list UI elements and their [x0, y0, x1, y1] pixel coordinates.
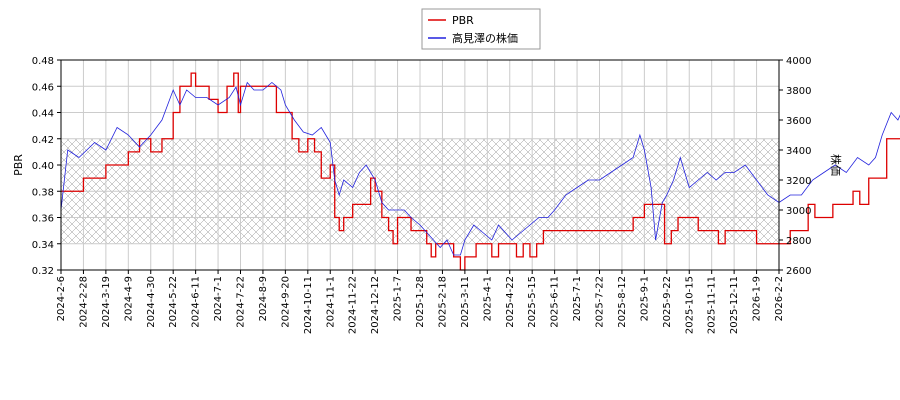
y-right-tick-label: 3400	[786, 146, 811, 157]
x-tick-label: 2024-7-1	[213, 276, 224, 321]
x-tick-label: 2024-11-22	[348, 276, 359, 334]
y-left-tick-label: 0.42	[32, 135, 54, 146]
x-tick-label: 2024-5-22	[168, 276, 179, 328]
y-left-tick-label: 0.38	[32, 187, 54, 198]
x-tick-label: 2025-12-11	[729, 276, 740, 334]
y-axis-left: 0.32 0.34 0.36 0.38 0.40 0.42 0.44 0.46 0.48	[32, 56, 61, 277]
x-tick-label: 2026-1-9	[752, 276, 763, 321]
x-tick-label: 2024-7-22	[236, 276, 247, 328]
x-axis: 2024-2-6 2024-2-28 2024-3-19 2024-4-9 2024-4…	[56, 270, 785, 334]
x-tick-label: 2025-5-15	[527, 276, 538, 328]
y-left-tick-label: 0.32	[32, 266, 54, 277]
y-left-tick-label: 0.44	[32, 109, 54, 120]
y-right-tick-label: 4000	[786, 56, 811, 67]
x-tick-label: 2025-2-18	[437, 276, 448, 328]
x-tick-label: 2024-8-9	[258, 276, 269, 321]
legend-box	[421, 8, 541, 50]
x-tick-label: 2025-4-22	[505, 276, 516, 328]
y-right-tick-label: 3800	[786, 86, 811, 97]
x-tick-label: 2024-3-19	[101, 276, 112, 328]
series-layer	[60, 72, 900, 271]
x-tick-label: 2025-7-22	[595, 276, 606, 328]
x-tick-label: 2025-10-15	[684, 276, 695, 334]
price-series-line	[60, 81, 900, 256]
plot-area	[60, 59, 900, 271]
x-tick-label: 2025-4-1	[482, 276, 493, 321]
pbr-series-line	[61, 72, 900, 271]
x-tick-label: 2024-2-28	[78, 276, 89, 328]
x-tick-label: 2024-9-20	[280, 276, 291, 328]
y-right-tick-label: 3000	[786, 206, 811, 217]
y-left-tick-label: 0.40	[32, 161, 54, 172]
y-left-tick-label: 0.34	[32, 240, 54, 251]
y-axis-left-title: PBR	[12, 154, 25, 176]
x-tick-label: 2024-4-30	[146, 276, 157, 328]
x-tick-label: 2024-12-12	[370, 276, 381, 334]
x-tick-label: 2024-6-11	[191, 276, 202, 328]
x-tick-label: 2024-10-11	[303, 276, 314, 334]
x-tick-label: 2026-2-2	[774, 276, 785, 321]
y-right-tick-label: 3200	[786, 176, 811, 187]
x-tick-label: 2025-1-28	[415, 276, 426, 328]
x-tick-label: 2025-9-1	[639, 276, 650, 321]
x-tick-label: 2024-4-9	[123, 276, 134, 321]
y-left-tick-label: 0.36	[32, 214, 54, 225]
x-tick-label: 2025-6-11	[550, 276, 561, 328]
y-axis-right: 2600 2800 3000 3200 3400 3600 3800 4000	[779, 56, 811, 277]
legend-label-pbr: PBR	[452, 14, 474, 27]
x-tick-label: 2025-8-12	[617, 276, 628, 328]
x-tick-label: 2024-2-6	[56, 276, 67, 321]
x-tick-label: 2025-3-11	[460, 276, 471, 328]
y-axis-right-title: 株価	[829, 154, 843, 176]
legend-label-price: 高見澤の株価	[452, 31, 518, 45]
x-tick-label: 2025-7-1	[572, 276, 583, 321]
legend: PBR 高見澤の株価	[421, 8, 541, 50]
y-right-tick-label: 2800	[786, 236, 811, 247]
y-right-tick-label: 3600	[786, 116, 811, 127]
x-tick-label: 2025-11-11	[707, 276, 718, 334]
y-right-tick-label: 2600	[786, 266, 811, 277]
x-tick-label: 2024-11-1	[325, 276, 336, 328]
y-left-tick-label: 0.48	[32, 56, 54, 67]
x-tick-label: 2025-9-22	[662, 276, 673, 328]
x-tick-label: 2025-1-7	[393, 276, 404, 321]
y-left-tick-label: 0.46	[32, 82, 54, 93]
